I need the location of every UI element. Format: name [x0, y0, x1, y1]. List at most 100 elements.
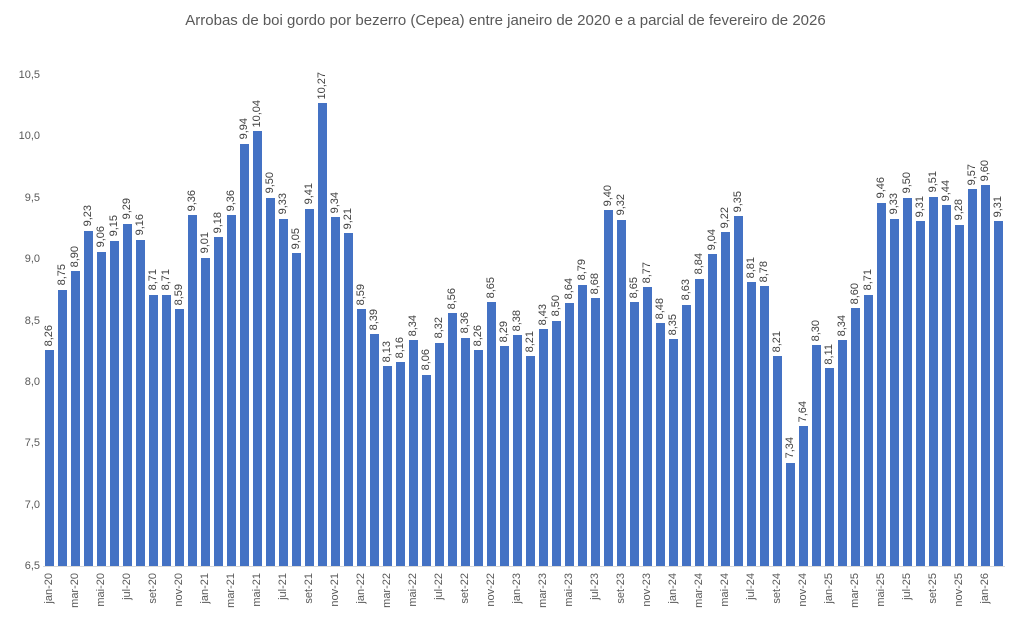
bar — [422, 374, 431, 566]
bar-value-label: 9,51 — [927, 171, 939, 193]
bar — [994, 221, 1003, 566]
x-tick-label: nov-23 — [641, 573, 653, 607]
bar-value-label: 9,46 — [875, 177, 887, 199]
x-tick-label: jul-20 — [121, 573, 133, 600]
bar-value-label: 9,21 — [342, 207, 354, 230]
bar-value-label: 8,29 — [498, 320, 510, 343]
bar-value-label: 8,71 — [862, 269, 874, 291]
bar-value-label: 8,81 — [745, 257, 757, 279]
bar — [578, 284, 587, 566]
x-tick-label: jan-24 — [667, 573, 679, 604]
bar — [877, 202, 886, 566]
bar — [201, 257, 210, 566]
bar — [565, 303, 574, 566]
bar-value-label: 9,44 — [940, 179, 952, 202]
chart-title: Arrobas de boi gordo por bezerro (Cepea)… — [185, 12, 826, 29]
bar-value-label: 8,71 — [160, 269, 172, 291]
x-tick-label: set-20 — [147, 573, 159, 604]
bar — [214, 237, 223, 566]
bar — [240, 143, 249, 566]
bar-value-label: 8,71 — [147, 269, 159, 291]
bar-value-label: 8,79 — [576, 259, 588, 281]
x-tick-label: jan-22 — [355, 573, 367, 604]
bar — [682, 304, 691, 566]
bar — [513, 335, 522, 566]
x-tick-label: mai-25 — [875, 573, 887, 607]
y-tick-label: 6,5 — [24, 560, 40, 572]
bar — [487, 302, 496, 566]
bar-value-label: 9,35 — [732, 190, 744, 213]
bar — [864, 294, 873, 566]
bar-value-label: 8,34 — [407, 314, 419, 337]
y-tick-label: 8,0 — [24, 375, 40, 388]
bar-value-label: 8,78 — [758, 260, 770, 283]
bar — [747, 282, 756, 566]
bar — [851, 308, 860, 566]
bar-value-label: 8,77 — [641, 261, 653, 284]
bar — [981, 185, 990, 566]
x-tick-label: jan-26 — [979, 573, 991, 604]
bar-value-label: 9,60 — [979, 160, 991, 182]
x-tick-label: mar-25 — [849, 573, 861, 608]
x-tick-label: mai-21 — [251, 573, 263, 607]
bar — [838, 340, 847, 566]
bar-value-label: 8,65 — [628, 276, 640, 299]
x-tick-label: jul-22 — [433, 573, 445, 600]
bar-value-label: 9,40 — [602, 184, 614, 207]
bar — [188, 214, 197, 566]
bar-value-label: 8,63 — [680, 279, 692, 301]
bar-value-label: 7,34 — [784, 437, 796, 459]
bar — [539, 329, 548, 566]
bar — [812, 345, 821, 566]
bar-value-label: 8,16 — [394, 336, 406, 359]
bar-value-label: 8,38 — [511, 309, 523, 332]
bar-value-label: 9,94 — [238, 118, 250, 140]
bar-value-label: 8,32 — [433, 317, 445, 339]
bar-value-label: 8,21 — [771, 330, 783, 353]
x-tick-label: jul-21 — [277, 573, 289, 600]
bar — [357, 309, 366, 566]
x-tick-label: mar-21 — [225, 573, 237, 608]
bar — [903, 197, 912, 566]
x-tick-label: jul-23 — [589, 573, 601, 600]
bar-value-label: 8,36 — [459, 312, 471, 334]
bar — [461, 337, 470, 566]
bar — [500, 346, 509, 566]
y-axis: 10,5 10,0 9,5 9,0 8,5 8,0 7,5 7,0 6,5 — [0, 0, 40, 629]
bar-value-label: 8,48 — [654, 297, 666, 319]
y-tick-label: 7,0 — [24, 498, 40, 511]
bar — [760, 286, 769, 566]
x-tick-label: nov-24 — [797, 573, 809, 607]
bar — [71, 271, 80, 566]
bar-value-label: 9,06 — [95, 226, 107, 248]
x-tick-label: set-24 — [771, 573, 783, 604]
bar — [344, 233, 353, 566]
bar — [656, 322, 665, 566]
x-tick-label: nov-20 — [173, 573, 185, 607]
bar-value-label: 8,26 — [43, 324, 55, 346]
bar — [786, 462, 795, 566]
bar-value-label: 8,59 — [355, 284, 367, 306]
bar — [552, 320, 561, 566]
bar — [435, 342, 444, 566]
bar — [331, 217, 340, 566]
x-tick-label: jan-25 — [823, 573, 835, 604]
bar — [955, 224, 964, 566]
bar-value-label: 9,50 — [264, 172, 276, 194]
bar-value-label: 8,56 — [446, 287, 458, 310]
bar — [708, 254, 717, 566]
bar-value-label: 8,65 — [485, 276, 497, 299]
x-tick-label: mai-22 — [407, 573, 419, 607]
x-tick-label: nov-22 — [485, 573, 497, 607]
x-tick-label: mar-23 — [537, 573, 549, 608]
bar — [773, 356, 782, 566]
bar — [630, 302, 639, 566]
bar-value-label: 8,60 — [849, 282, 861, 305]
bar — [695, 278, 704, 566]
bar-value-label: 8,21 — [524, 330, 536, 353]
bar-value-label: 9,50 — [901, 172, 913, 194]
bar — [266, 197, 275, 566]
x-tick-label: set-25 — [927, 573, 939, 604]
bar — [305, 208, 314, 566]
x-tick-label: jan-20 — [43, 573, 55, 604]
